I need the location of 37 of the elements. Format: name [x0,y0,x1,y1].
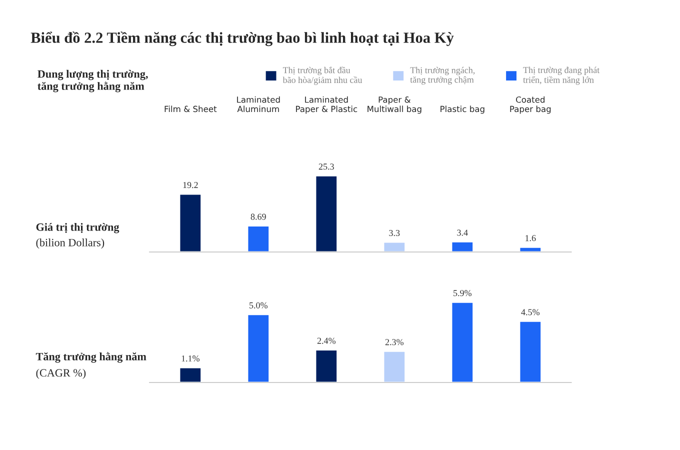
legend-title: Dung lượng thị trường, tăng trưởng hằng năm [38,70,148,92]
bar [314,174,338,252]
data-label: 2.4% [317,338,336,344]
bar [450,301,474,382]
x-tick-label: Laminated Aluminum [237,96,280,112]
chart-title: Biểu đồ 2.2 Tiềm năng các thị trường bao bì linh hoạt tại Hoa Kỳ [30,32,454,46]
data-label: 8.69 [250,214,266,220]
legend-label: Thị trường ngách, tăng trưởng chậm [410,66,475,85]
legend-label: Thị trường bắt đầu bão hòa/giảm nhu cầu [282,66,362,85]
x-tick-label: Laminated Paper & Plastic [296,96,358,114]
x-tick-label: Plastic bag [440,106,484,114]
data-label: 5.0% [250,302,268,308]
data-label: 19.2 [183,182,198,188]
x-tick-label: Film & Sheet [164,106,217,112]
data-label: 2.3% [385,339,404,346]
data-label: 1.1% [182,355,200,362]
x-tick-label: Paper & Multiwall bag [368,96,422,114]
data-label: 1.6 [526,235,536,242]
data-label: 25.3 [318,164,334,170]
bar [518,320,542,382]
bar [246,314,270,382]
data-label: 3.3 [389,230,400,236]
y-axis-title: Tăng trưởng hằng năm (CAGR %) [36,352,146,379]
bar [382,350,406,382]
bar [314,349,338,382]
bar [178,366,202,382]
bar [382,241,406,252]
bar [178,193,202,252]
data-label: 4.5% [521,309,540,316]
x-tick-label: Coated Paper bag [510,96,551,114]
bar [246,225,270,252]
data-label: 5.9% [454,290,472,296]
data-label: 3.4 [457,230,468,236]
bar [518,246,542,252]
legend-label: Thị trường đang phát triển, tiềm năng lớn [523,66,600,85]
y-axis-title: Giá trị thị trường (bilion Dollars) [36,223,120,249]
bar [450,241,474,252]
